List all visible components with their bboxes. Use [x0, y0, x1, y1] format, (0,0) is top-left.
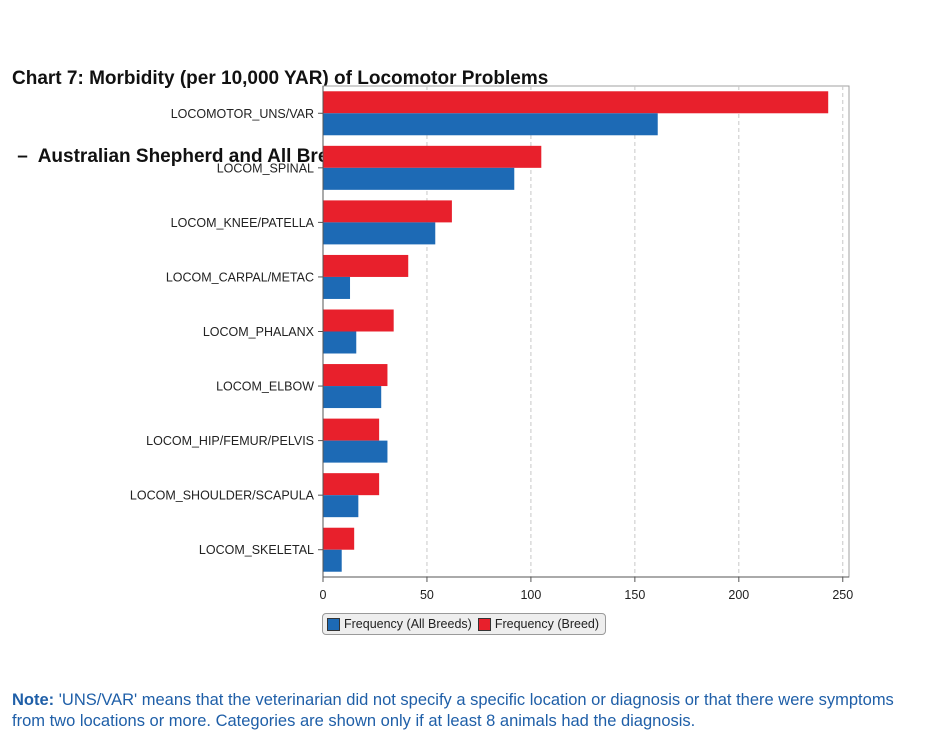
x-tick-label-250: 250 [832, 588, 853, 602]
x-tick-label-100: 100 [520, 588, 541, 602]
bar-all-breeds-locom-shoulder-scapula [323, 495, 359, 518]
x-tick-label-150: 150 [624, 588, 645, 602]
legend-label-all-breeds: Frequency (All Breeds) [344, 617, 472, 631]
bar-all-breeds-locom-hip-femur-pelvis [323, 440, 388, 463]
bar-all-breeds-locomotor-uns-var [323, 113, 658, 136]
x-tick-label-0: 0 [320, 588, 327, 602]
category-label-locom-elbow: LOCOM_ELBOW [216, 380, 314, 394]
bar-breed-locom-knee-patella [323, 200, 452, 223]
category-label-locom-carpal-metac: LOCOM_CARPAL/METAC [166, 270, 314, 284]
bar-all-breeds-locom-knee-patella [323, 222, 436, 245]
bar-all-breeds-locom-spinal [323, 167, 515, 190]
bar-all-breeds-locom-phalanx [323, 331, 357, 354]
chart-legend: Frequency (All Breeds) Frequency (Breed) [322, 613, 607, 635]
note-text: 'UNS/VAR' means that the veterinarian di… [12, 691, 894, 730]
title-line-1: Chart 7: Morbidity (per 10,000 YAR) of L… [12, 68, 549, 89]
x-tick-label-50: 50 [420, 588, 434, 602]
bar-breed-locom-carpal-metac [323, 254, 409, 277]
category-label-locom-shoulder-scapula: LOCOM_SHOULDER/SCAPULA [130, 489, 315, 503]
category-label-locom-hip-femur-pelvis: LOCOM_HIP/FEMUR/PELVIS [146, 434, 314, 448]
bar-breed-locom-elbow [323, 364, 388, 387]
bar-breed-locom-shoulder-scapula [323, 473, 380, 496]
category-label-locom-phalanx: LOCOM_PHALANX [203, 325, 315, 339]
bar-breed-locom-hip-femur-pelvis [323, 418, 380, 441]
bar-all-breeds-locom-skeletal [323, 549, 342, 572]
bar-breed-locom-phalanx [323, 309, 394, 332]
bar-breed-locom-skeletal [323, 527, 355, 550]
legend-item-breed: Frequency (Breed) [477, 617, 600, 631]
legend-item-all-breeds: Frequency (All Breeds) [327, 617, 472, 631]
bar-chart: 0 50 100 150 200 250 LOCOMOTOR_UNS/VAR LOCOM_SP… [130, 85, 853, 602]
category-label-locom-skeletal: LOCOM_SKELETAL [199, 543, 314, 557]
footnote: Note: 'UNS/VAR' means that the veterinar… [12, 690, 922, 732]
legend-swatch-breed [477, 617, 491, 631]
legend-swatch-all-breeds [327, 617, 340, 631]
note-label: Note: [12, 691, 55, 709]
bar-all-breeds-locom-elbow [323, 386, 382, 409]
category-label-locomotor-uns-var: LOCOMOTOR_UNS/VAR [171, 107, 314, 121]
bar-all-breeds-locom-carpal-metac [323, 276, 351, 299]
legend-label-breed: Frequency (Breed) [494, 617, 600, 631]
category-label-locom-knee-patella: LOCOM_KNEE/PATELLA [171, 216, 315, 230]
x-tick-label-200: 200 [728, 588, 749, 602]
bar-breed-locom-spinal [323, 145, 542, 168]
bar-breed-locomotor-uns-var [323, 91, 829, 114]
category-label-locom-spinal: LOCOM_SPINAL [217, 161, 314, 175]
